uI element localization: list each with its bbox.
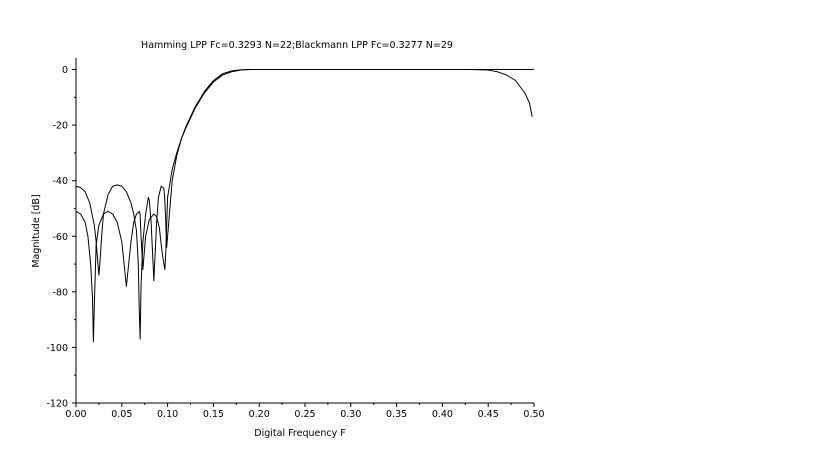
y-tick-label: -60	[52, 232, 68, 243]
series-group	[75, 69, 534, 343]
y-tick-label: -100	[46, 343, 68, 354]
y-axis-title: Magnitude [dB]	[31, 194, 42, 267]
series-line-1	[75, 69, 534, 343]
x-tick-label: 0.40	[432, 409, 453, 420]
y-tick-label: -80	[52, 287, 68, 298]
x-tick-label: 0.35	[386, 409, 407, 420]
x-tick-label: 0.00	[65, 409, 86, 420]
x-tick-label: 0.15	[203, 409, 224, 420]
x-ticks: 0.00 0.05 0.10 0.15 0.20 0.25 0.30 0.35 0.40 0.45…	[65, 403, 545, 420]
series-line-2	[75, 69, 533, 340]
x-tick-label: 0.45	[478, 409, 499, 420]
x-tick-label: 0.30	[340, 409, 361, 420]
plot-area: 0.00 0.05 0.10 0.15 0.20 0.25 0.30 0.35 0.40 0.45…	[46, 58, 545, 420]
y-tick-label: -40	[52, 176, 68, 187]
x-tick-label: 0.20	[249, 409, 270, 420]
x-tick-label: 0.50	[523, 409, 544, 420]
y-tick-label: -120	[46, 399, 68, 410]
y-tick-label: -20	[52, 121, 68, 132]
x-tick-label: 0.05	[111, 409, 132, 420]
chart-title: Hamming LPP Fc=0.3293 N=22;Blackmann LPP…	[141, 40, 453, 51]
x-tick-label: 0.25	[294, 409, 315, 420]
y-tick-label: 0	[62, 65, 68, 76]
y-ticks: 0 -20 -40 -60 -80 -100 -120	[46, 65, 76, 410]
x-tick-label: 0.10	[157, 409, 178, 420]
x-axis-title: Digital Frequency F	[254, 428, 345, 439]
